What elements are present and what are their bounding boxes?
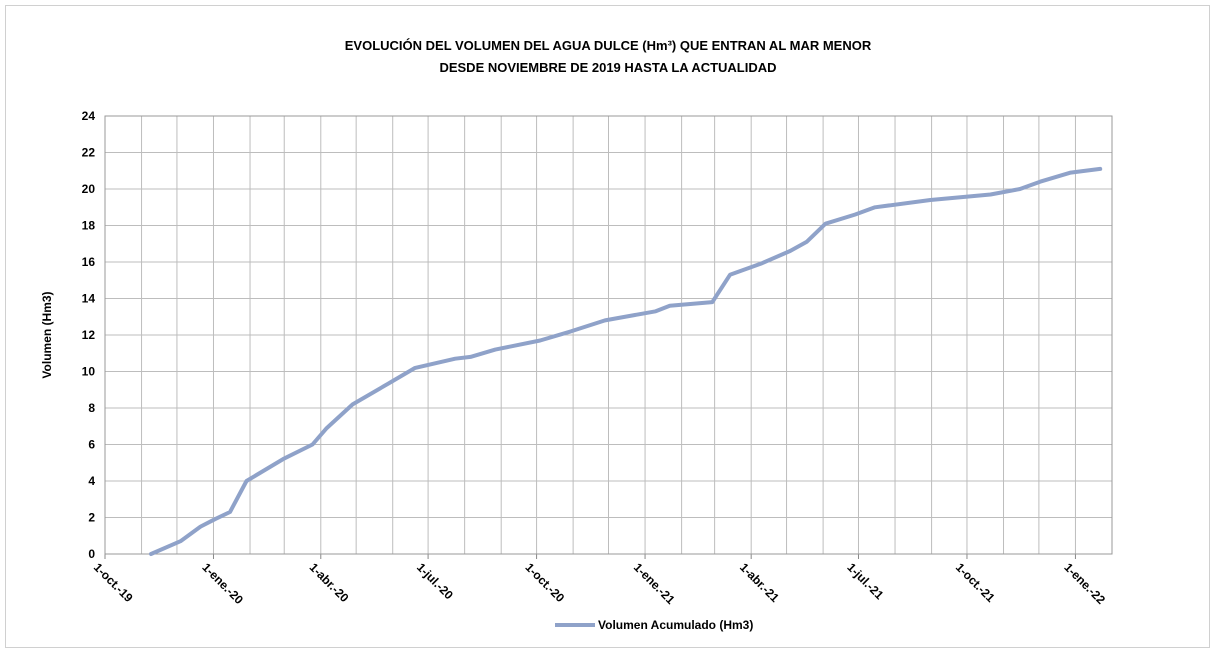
x-tick-label: 1-ene.-20 (199, 560, 246, 607)
y-tick-label: 12 (82, 328, 96, 342)
y-tick-label: 2 (88, 511, 95, 525)
y-tick-label: 6 (88, 438, 95, 452)
legend-label: Volumen Acumulado (Hm3) (598, 618, 753, 632)
y-tick-label: 20 (82, 182, 96, 196)
y-tick-label: 8 (88, 401, 95, 415)
x-tick-label: 1-ene.-21 (631, 560, 678, 607)
chart-title: EVOLUCIÓN DEL VOLUMEN DEL AGUA DULCE (Hm… (345, 38, 872, 53)
x-tick-label: 1-jul.-21 (844, 560, 886, 602)
data-line (149, 166, 1103, 556)
y-tick-label: 22 (82, 146, 96, 160)
x-tick-label: 1-oct.-21 (953, 560, 998, 605)
chart-subtitle: DESDE NOVIEMBRE DE 2019 HASTA LA ACTUALI… (439, 60, 776, 75)
y-tick-label: 0 (88, 547, 95, 561)
y-tick-label: 14 (82, 292, 96, 306)
y-axis-label: Volumen (Hm3) (40, 291, 54, 378)
y-tick-label: 10 (82, 365, 96, 379)
x-tick-label: 1-oct.-20 (522, 560, 567, 605)
x-tick-label: 1-ene.-22 (1061, 560, 1108, 607)
plot-border (104, 115, 1113, 555)
y-tick-label: 18 (82, 219, 96, 233)
x-tick-label: 1-abr.-21 (737, 560, 782, 605)
x-tick-label: 1-abr.-20 (307, 560, 352, 605)
y-tick-label: 24 (82, 109, 96, 123)
chart-border (5, 5, 1210, 648)
x-tick-label: 1-jul.-20 (414, 560, 456, 602)
y-tick-label: 16 (82, 255, 96, 269)
x-tick-label: 1-oct.-19 (91, 560, 136, 605)
y-tick-label: 4 (88, 474, 95, 488)
